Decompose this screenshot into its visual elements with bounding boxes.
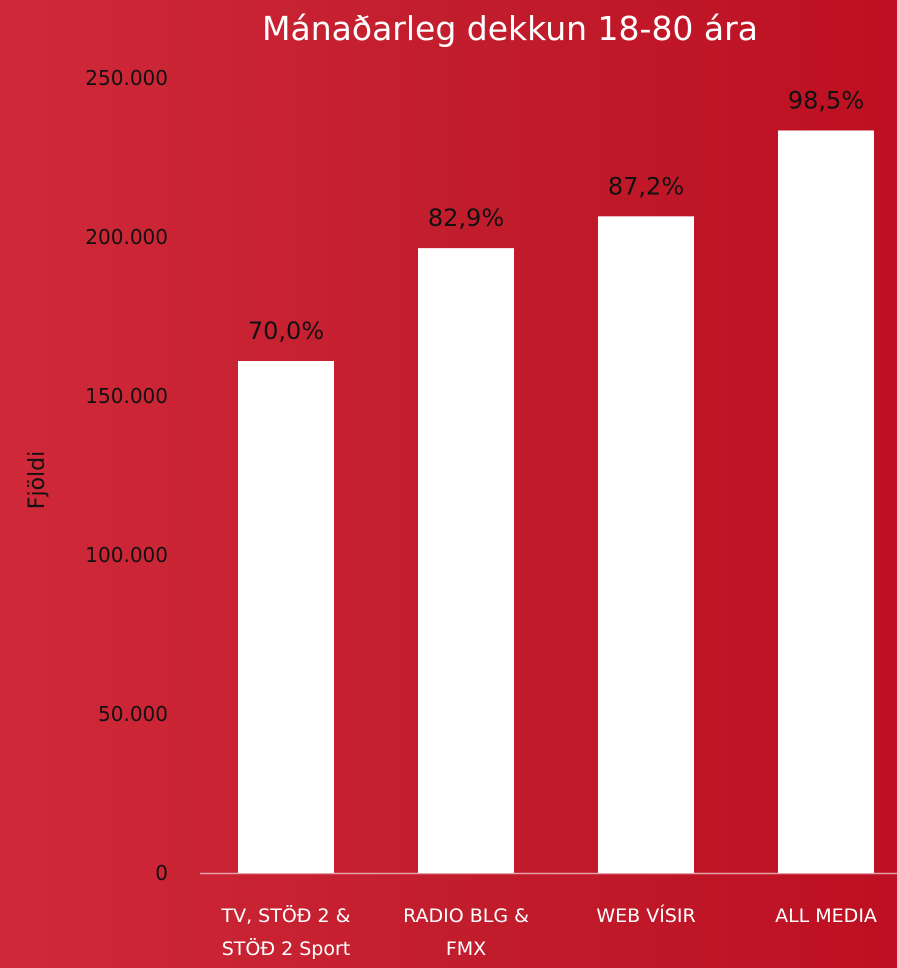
x-tick-label: RADIO BLG & FMX — [403, 905, 529, 960]
data-label: 82,9% — [428, 204, 504, 232]
data-label: 87,2% — [608, 172, 684, 200]
y-tick-label: 150.000 — [85, 384, 168, 408]
plot-area: 0 50.000 100.000 150.000 200.000 250.000 70,0%… — [85, 66, 897, 960]
x-tick-label-line: TV, STÖÐ 2 & — [220, 904, 350, 927]
x-tick-label: TV, STÖÐ 2 & STÖÐ 2 Sport — [220, 904, 350, 960]
y-tick-label: 250.000 — [85, 66, 168, 90]
data-label: 70,0% — [248, 317, 324, 345]
bar — [778, 130, 874, 874]
x-tick-label-line: FMX — [446, 938, 486, 960]
y-axis-label: Fjöldi — [25, 451, 50, 509]
x-tick-label: WEB VÍSIR — [596, 904, 695, 927]
bar — [598, 216, 694, 873]
x-tick-label-line: WEB VÍSIR — [596, 904, 695, 927]
y-tick-label: 0 — [155, 861, 168, 885]
y-tick-label: 200.000 — [85, 225, 168, 249]
y-tick-label: 100.000 — [85, 543, 168, 567]
bar — [418, 248, 514, 873]
bar — [238, 361, 334, 873]
chart-title: Mánaðarleg dekkun 18-80 ára — [262, 9, 758, 48]
x-tick-label-line: ALL MEDIA — [775, 905, 877, 927]
x-tick-label-line: STÖÐ 2 Sport — [222, 937, 351, 960]
data-label: 98,5% — [788, 86, 864, 114]
x-tick-label: ALL MEDIA — [775, 905, 877, 927]
y-tick-label: 50.000 — [98, 702, 168, 726]
x-tick-label-line: RADIO BLG & — [403, 905, 529, 927]
